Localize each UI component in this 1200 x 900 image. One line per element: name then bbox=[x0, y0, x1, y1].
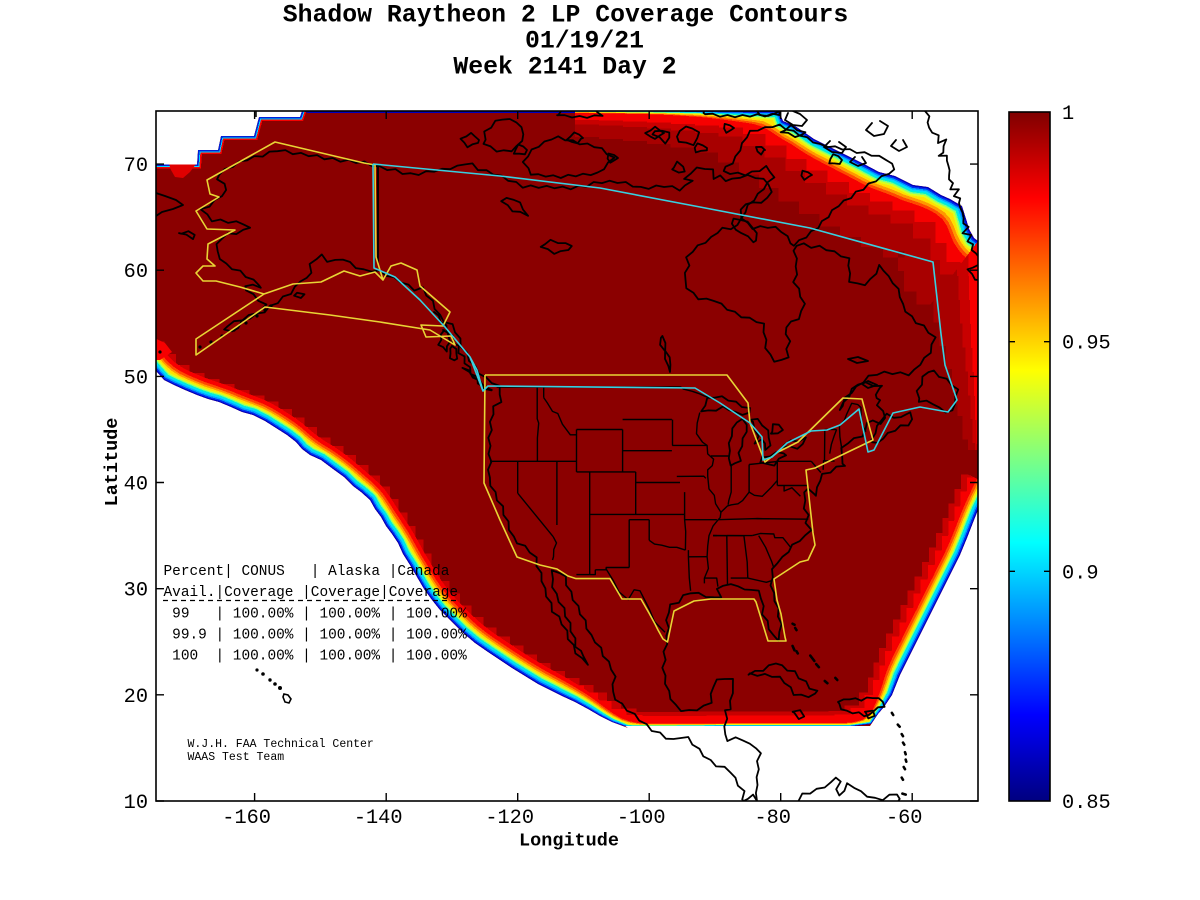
svg-text:-160: -160 bbox=[222, 807, 271, 830]
svg-text:Longitude: Longitude bbox=[519, 831, 619, 852]
svg-text:-60: -60 bbox=[886, 807, 923, 830]
svg-text:40: 40 bbox=[124, 474, 148, 497]
svg-text:Shadow Raytheon 2 LP Coverage: Shadow Raytheon 2 LP Coverage Contours bbox=[283, 2, 848, 30]
svg-text:50: 50 bbox=[124, 367, 148, 390]
svg-text:Latitude: Latitude bbox=[102, 418, 123, 507]
svg-text:Percent| CONUS | Alaska |Can: Percent| CONUS | Alaska |Canada bbox=[164, 564, 450, 580]
svg-text:Week 2141 Day 2: Week 2141 Day 2 bbox=[453, 54, 676, 82]
svg-text:0.95: 0.95 bbox=[1062, 333, 1111, 356]
svg-text:30: 30 bbox=[124, 580, 148, 603]
svg-text:100 | 100.00% | 100.00% | 100: 100 | 100.00% | 100.00% | 100.00% bbox=[164, 649, 468, 665]
svg-text:Avail.|Coverage |Coverage|Cove: Avail.|Coverage |Coverage|Coverage bbox=[164, 585, 459, 601]
svg-text:60: 60 bbox=[124, 261, 148, 284]
svg-text:-120: -120 bbox=[485, 807, 534, 830]
svg-text:W.J.H. FAA Technical Center: W.J.H. FAA Technical Center bbox=[188, 738, 374, 751]
svg-text:01/19/21: 01/19/21 bbox=[525, 28, 644, 56]
svg-text:0.85: 0.85 bbox=[1062, 792, 1111, 815]
svg-text:-140: -140 bbox=[354, 807, 403, 830]
svg-text:0.9: 0.9 bbox=[1062, 562, 1099, 585]
svg-text:-80: -80 bbox=[754, 807, 791, 830]
svg-text:99.9 | 100.00% | 100.00% | 100: 99.9 | 100.00% | 100.00% | 100.00% bbox=[164, 628, 468, 644]
svg-text:10: 10 bbox=[124, 792, 148, 815]
svg-text:70: 70 bbox=[124, 155, 148, 178]
svg-text:1: 1 bbox=[1062, 103, 1074, 126]
svg-text:20: 20 bbox=[124, 686, 148, 709]
svg-text:WAAS Test Team: WAAS Test Team bbox=[188, 751, 285, 764]
svg-text:99 | 100.00% | 100.00% | 100: 99 | 100.00% | 100.00% | 100.00% bbox=[164, 607, 468, 623]
svg-text:-100: -100 bbox=[617, 807, 666, 830]
